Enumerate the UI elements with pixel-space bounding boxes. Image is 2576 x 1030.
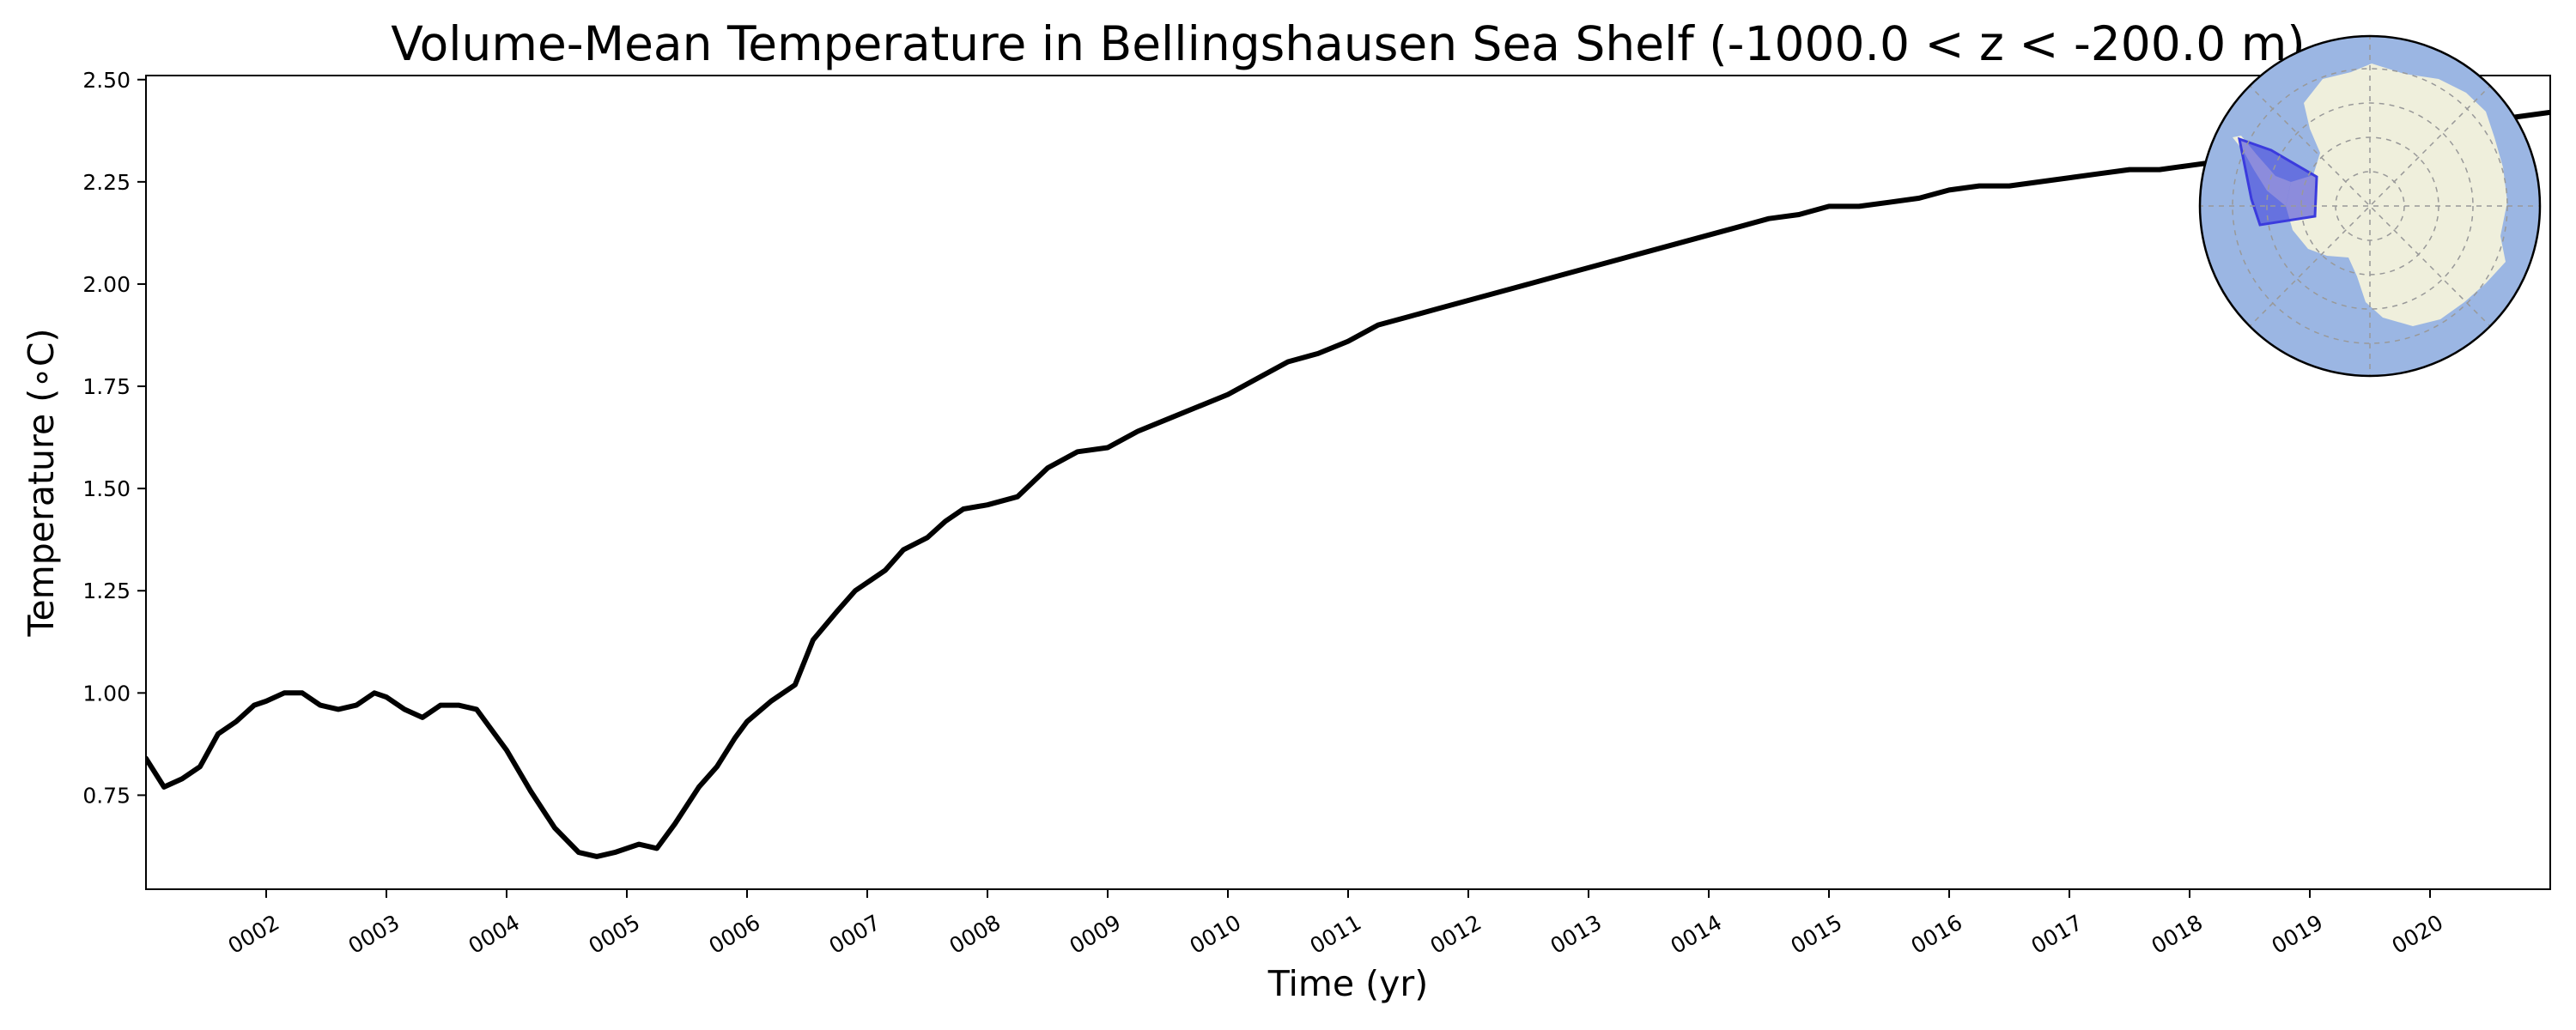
y-tick-label: 2.50 — [82, 68, 131, 93]
map-border — [2198, 34, 2542, 378]
x-tick-label: 0012 — [1426, 910, 1486, 959]
y-axis: 0.75 1.00 1.25 1.50 1.75 2.00 2.25 2.50 — [82, 68, 146, 808]
x-tick-label: 0005 — [585, 910, 645, 959]
x-tick-label: 0019 — [2268, 910, 2328, 959]
y-tick-label: 0.75 — [82, 783, 131, 808]
x-tick-label: 0003 — [344, 910, 404, 959]
x-tick-label: 0013 — [1546, 910, 1607, 959]
x-tick-label: 0006 — [705, 910, 765, 959]
y-tick-label: 1.75 — [82, 374, 131, 399]
chart-title: Volume-Mean Temperature in Bellingshause… — [391, 16, 2306, 71]
x-axis-label: Time (yr) — [1267, 963, 1428, 1004]
y-axis-label: Temperature (∘C) — [21, 328, 62, 637]
map-antarctica-land — [2286, 64, 2507, 326]
x-tick-label: 0016 — [1907, 910, 1967, 959]
x-tick-label: 0018 — [2148, 910, 2208, 959]
y-tick-label: 1.00 — [82, 681, 131, 706]
y-tick-label: 1.25 — [82, 579, 131, 603]
inset-map — [2198, 34, 2542, 378]
x-axis: 0002 0003 0004 0005 0006 0007 0008 0009 0010 0011… — [224, 889, 2448, 959]
plot-frame — [145, 75, 2551, 890]
x-tick-label: 0020 — [2388, 910, 2448, 959]
map-gridlines — [2200, 36, 2540, 376]
x-tick-label: 0004 — [465, 910, 525, 959]
y-tick-label: 2.00 — [82, 272, 131, 297]
x-tick-label: 0015 — [1787, 910, 1847, 959]
map-highlighted-region — [2238, 136, 2318, 227]
x-tick-label: 0007 — [825, 910, 885, 959]
x-tick-label: 0010 — [1186, 910, 1246, 959]
x-tick-label: 0014 — [1667, 910, 1727, 959]
x-tick-label: 0011 — [1306, 910, 1366, 959]
temperature-series-line — [146, 109, 2550, 859]
x-tick-label: 0008 — [945, 910, 1005, 959]
y-tick-label: 1.50 — [82, 476, 131, 501]
y-tick-label: 2.25 — [82, 170, 131, 195]
x-tick-label: 0009 — [1066, 910, 1126, 959]
x-tick-label: 0017 — [2027, 910, 2087, 959]
x-tick-label: 0002 — [224, 910, 284, 959]
